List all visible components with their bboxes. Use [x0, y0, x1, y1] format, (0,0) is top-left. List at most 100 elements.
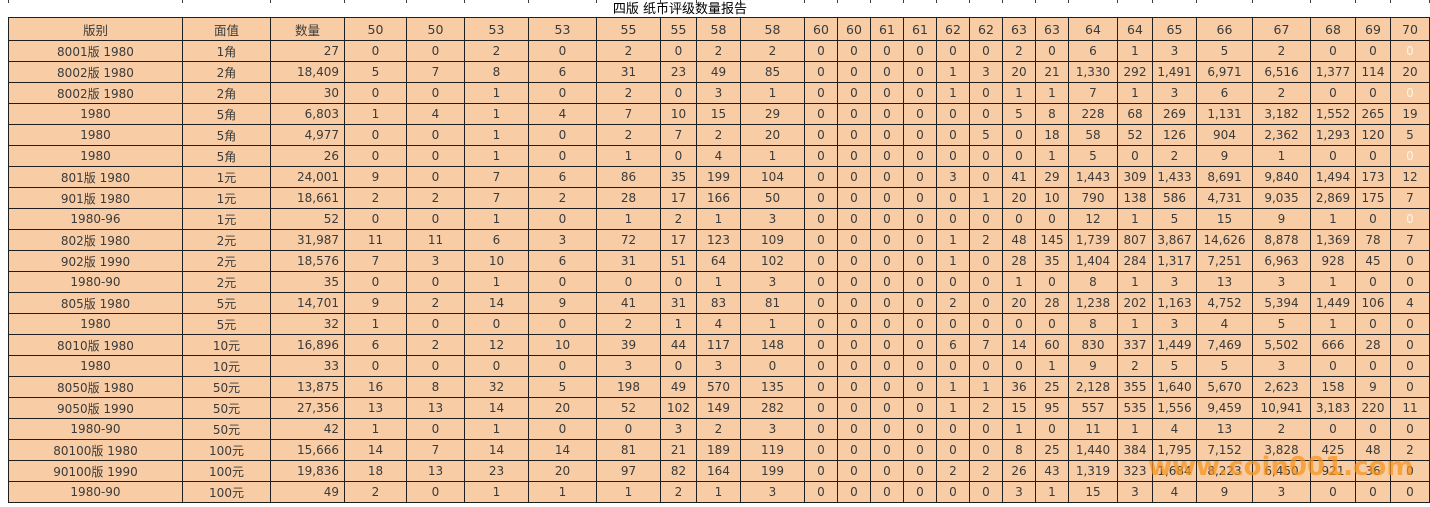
cell-grade: 1: [1253, 146, 1311, 167]
cell-grade: 1,293: [1311, 125, 1356, 146]
cell-grade: 0: [1036, 41, 1069, 62]
cell-grade: 666: [1311, 335, 1356, 356]
cell-shuliang: 15,666: [271, 440, 345, 461]
cell-banbie: 9050版 1990: [9, 398, 183, 419]
cell-grade: 3: [1153, 83, 1197, 104]
cell-grade: 0: [838, 377, 871, 398]
cell-grade: 85: [741, 62, 805, 83]
cell-grade: 807: [1118, 230, 1153, 251]
cell-mianzhi: 100元: [183, 482, 271, 503]
cell-grade: 1: [597, 146, 661, 167]
cell-grade: 0: [871, 251, 904, 272]
cell-grade: 5: [1391, 125, 1430, 146]
table-header-row: 版别 面值 数量 50 50 53 53 55 55 58 58 60 60 61 61 62 62 63 63 64…: [9, 18, 1430, 41]
cell-grade: 0: [871, 461, 904, 482]
cell-shuliang: 33: [271, 356, 345, 377]
cell-grade: 4: [1153, 419, 1197, 440]
cell-grade: 0: [1391, 482, 1430, 503]
cell-grade: 0: [407, 41, 465, 62]
column-header: 55: [597, 18, 661, 41]
cell-banbie: 902版 1990: [9, 251, 183, 272]
cell-grade: 13: [1197, 272, 1253, 293]
table-row: 1980 5角 6,803 1 4 1 4 7 10 15 29 0 0 0 0 0 0 5 8 228 68 269 1,…: [9, 104, 1430, 125]
cell-grade: 0: [871, 440, 904, 461]
table-row: 8010版 1980 10元 16,896 6 2 12 10 39 44 117 148 0 0 0 0 6…: [9, 335, 1430, 356]
cell-grade: 0: [597, 272, 661, 293]
table-row: 802版 1980 2元 31,987 11 11 6 3 72 17 123 109 0 0 0 0 1 2 4…: [9, 230, 1430, 251]
cell-grade: 7: [1069, 83, 1118, 104]
cell-grade: 7: [407, 440, 465, 461]
cell-grade: 9: [345, 293, 407, 314]
cell-grade: 32: [465, 377, 529, 398]
cell-grade: 1: [465, 125, 529, 146]
cell-grade: 39: [597, 335, 661, 356]
cell-grade: 1,449: [1311, 293, 1356, 314]
cell-grade: 9: [529, 293, 597, 314]
cell-grade: 1,491: [1153, 62, 1197, 83]
cell-grade: 41: [1003, 167, 1036, 188]
cell-grade: 570: [697, 377, 741, 398]
cell-grade: 0: [805, 377, 838, 398]
cell-grade: 5: [1153, 209, 1197, 230]
cell-grade: 44: [661, 335, 697, 356]
cell-grade: 13: [407, 398, 465, 419]
cell-shuliang: 42: [271, 419, 345, 440]
cell-grade: 7: [407, 62, 465, 83]
column-header: 53: [465, 18, 529, 41]
cell-grade: 43: [1036, 461, 1069, 482]
cell-grade: 15: [1003, 398, 1036, 419]
cell-grade: 228: [1069, 104, 1118, 125]
cell-grade: 0: [871, 335, 904, 356]
column-header: 64: [1118, 18, 1153, 41]
cell-grade: 0: [1311, 482, 1356, 503]
cell-grade: 21: [661, 440, 697, 461]
cell-grade: 0: [904, 167, 937, 188]
cell-grade: 928: [1311, 251, 1356, 272]
grid-stub: [1253, 0, 1311, 3]
cell-grade: 19: [1391, 104, 1430, 125]
cell-shuliang: 24,001: [271, 167, 345, 188]
cell-grade: 7: [345, 251, 407, 272]
cell-shuliang: 6,803: [271, 104, 345, 125]
cell-grade: 2: [529, 188, 597, 209]
table-row: 1980-96 1元 52 0 0 1 0 1 2 1 3 0 0 0 0 0 0 0 0 12 1 5 15 9 1 0 0: [9, 209, 1430, 230]
cell-grade: 11: [1069, 419, 1118, 440]
cell-grade: 6: [1069, 41, 1118, 62]
cell-mianzhi: 1元: [183, 188, 271, 209]
cell-banbie: 8050版 1980: [9, 377, 183, 398]
cell-grade: 1: [1036, 146, 1069, 167]
cell-grade: 48: [1003, 230, 1036, 251]
cell-grade: 0: [838, 272, 871, 293]
cell-grade: 106: [1356, 293, 1391, 314]
column-header: 61: [904, 18, 937, 41]
grid-stub: [661, 0, 697, 3]
cell-grade: 2: [697, 419, 741, 440]
cell-grade: 265: [1356, 104, 1391, 125]
cell-grade: 0: [871, 419, 904, 440]
cell-grade: 4,752: [1197, 293, 1253, 314]
cell-grade: 135: [741, 377, 805, 398]
cell-grade: 20: [1003, 188, 1036, 209]
cell-grade: 0: [1356, 356, 1391, 377]
cell-grade: 425: [1311, 440, 1356, 461]
cell-grade: 0: [871, 356, 904, 377]
cell-grade: 149: [697, 398, 741, 419]
cell-grade: 1: [1311, 272, 1356, 293]
cell-shuliang: 14,701: [271, 293, 345, 314]
cell-grade: 7: [465, 188, 529, 209]
cell-grade: 921: [1311, 461, 1356, 482]
cell-grade: 0: [465, 314, 529, 335]
cell-grade: 9,035: [1253, 188, 1311, 209]
cell-grade: 0: [838, 167, 871, 188]
cell-grade: 0: [937, 209, 970, 230]
cell-shuliang: 13,875: [271, 377, 345, 398]
cell-mianzhi: 100元: [183, 461, 271, 482]
cell-grade: 198: [597, 377, 661, 398]
cell-grade: 164: [697, 461, 741, 482]
column-header: 55: [661, 18, 697, 41]
cell-grade: 13: [345, 398, 407, 419]
cell-grade: 5: [1153, 356, 1197, 377]
cell-grade: 535: [1118, 398, 1153, 419]
cell-grade: 3: [1253, 482, 1311, 503]
cell-grade: 9: [345, 167, 407, 188]
